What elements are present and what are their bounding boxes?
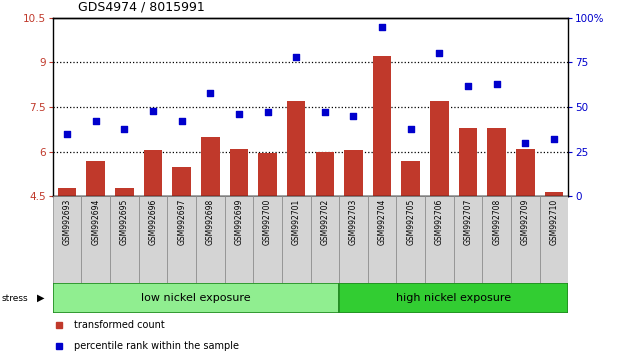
Text: GSM992706: GSM992706 xyxy=(435,199,444,245)
Bar xyxy=(401,161,420,196)
Bar xyxy=(430,101,448,196)
Bar xyxy=(282,196,310,283)
Bar xyxy=(53,196,81,283)
Bar xyxy=(368,196,396,283)
Text: GSM992704: GSM992704 xyxy=(378,199,387,245)
Text: percentile rank within the sample: percentile rank within the sample xyxy=(75,341,240,351)
Bar xyxy=(339,283,568,313)
Point xyxy=(119,126,129,131)
Bar xyxy=(196,196,225,283)
Point xyxy=(206,90,215,96)
Bar xyxy=(545,192,563,196)
Bar xyxy=(81,196,110,283)
Bar xyxy=(373,56,391,196)
Text: GSM992703: GSM992703 xyxy=(349,199,358,245)
Bar xyxy=(396,196,425,283)
Bar xyxy=(487,128,506,196)
Text: GSM992697: GSM992697 xyxy=(177,199,186,245)
Text: ▶: ▶ xyxy=(37,293,45,303)
Bar xyxy=(167,196,196,283)
Bar xyxy=(143,150,162,196)
Point xyxy=(263,110,273,115)
Text: GSM992701: GSM992701 xyxy=(292,199,301,245)
Point xyxy=(348,113,358,119)
Point xyxy=(177,119,187,124)
Bar xyxy=(110,196,138,283)
Text: GSM992699: GSM992699 xyxy=(234,199,243,245)
Bar xyxy=(253,196,282,283)
Bar xyxy=(483,196,511,283)
Point xyxy=(148,108,158,114)
Point xyxy=(463,83,473,88)
Text: GSM992698: GSM992698 xyxy=(206,199,215,245)
Bar xyxy=(315,152,334,196)
Bar xyxy=(86,161,105,196)
Bar xyxy=(287,101,306,196)
Bar xyxy=(53,283,339,313)
Text: GSM992708: GSM992708 xyxy=(492,199,501,245)
Bar xyxy=(258,153,277,196)
Point xyxy=(435,51,445,56)
Point xyxy=(234,112,244,117)
Text: stress: stress xyxy=(1,294,28,303)
Bar xyxy=(511,196,540,283)
Point xyxy=(406,126,415,131)
Text: GSM992710: GSM992710 xyxy=(550,199,558,245)
Point xyxy=(291,54,301,60)
Point xyxy=(91,119,101,124)
Text: GSM992693: GSM992693 xyxy=(63,199,71,245)
Point xyxy=(320,110,330,115)
Text: low nickel exposure: low nickel exposure xyxy=(141,293,251,303)
Bar xyxy=(459,128,478,196)
Text: GSM992707: GSM992707 xyxy=(463,199,473,245)
Point xyxy=(492,81,502,87)
Text: GSM992702: GSM992702 xyxy=(320,199,329,245)
Text: GSM992696: GSM992696 xyxy=(148,199,158,245)
Bar xyxy=(339,196,368,283)
Bar xyxy=(58,188,76,196)
Text: GSM992695: GSM992695 xyxy=(120,199,129,245)
Bar xyxy=(230,149,248,196)
Point xyxy=(62,131,72,137)
Bar xyxy=(310,196,339,283)
Text: GSM992705: GSM992705 xyxy=(406,199,415,245)
Text: transformed count: transformed count xyxy=(75,320,165,330)
Bar xyxy=(115,188,134,196)
Text: high nickel exposure: high nickel exposure xyxy=(396,293,511,303)
Bar xyxy=(138,196,167,283)
Bar xyxy=(225,196,253,283)
Bar xyxy=(516,149,535,196)
Text: GDS4974 / 8015991: GDS4974 / 8015991 xyxy=(78,0,204,13)
Bar xyxy=(425,196,454,283)
Point xyxy=(377,24,387,29)
Point xyxy=(520,140,530,146)
Point xyxy=(549,136,559,142)
Bar xyxy=(173,167,191,196)
Bar xyxy=(454,196,483,283)
Text: GSM992709: GSM992709 xyxy=(521,199,530,245)
Text: GSM992694: GSM992694 xyxy=(91,199,100,245)
Text: GSM992700: GSM992700 xyxy=(263,199,272,245)
Bar xyxy=(344,150,363,196)
Bar xyxy=(201,137,220,196)
Bar xyxy=(540,196,568,283)
